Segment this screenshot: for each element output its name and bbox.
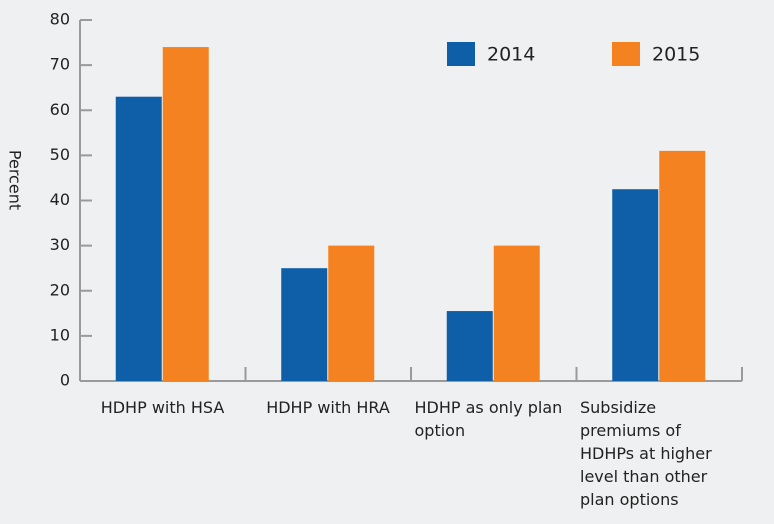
bar (281, 268, 328, 381)
y-tick-label: 20 (50, 280, 70, 299)
bar (446, 311, 493, 381)
category-label-box: HDHP as only plan option (411, 396, 576, 442)
category-label-box: HDHP with HRA (246, 396, 411, 419)
bar (493, 245, 540, 381)
y-tick-label: 70 (50, 55, 70, 74)
bar (659, 150, 706, 381)
legend-label: 2014 (487, 44, 535, 66)
y-tick-label: 80 (50, 10, 70, 29)
x-tick-label: HDHP with HSA (100, 398, 225, 417)
y-tick-label: 60 (50, 100, 70, 119)
legend-label: 2015 (652, 44, 700, 66)
x-tick-label: Subsidize premiums of HDHPs at higher le… (580, 398, 712, 509)
y-tick-label: 50 (50, 145, 70, 164)
category-label-box: HDHP with HSA (80, 396, 245, 419)
category-label-box: Subsidize premiums of HDHPs at higher le… (577, 396, 742, 511)
y-tick-label: 10 (50, 325, 70, 344)
legend-swatch (612, 42, 640, 66)
bar (162, 47, 209, 381)
bar (612, 189, 659, 381)
y-tick-label: 40 (50, 190, 70, 209)
legend-swatch (447, 42, 475, 66)
y-tick-label: 0 (60, 371, 70, 390)
bar (328, 245, 375, 381)
x-tick-label: HDHP with HRA (266, 398, 390, 417)
x-tick-label: HDHP as only plan option (414, 398, 563, 440)
y-axis-label: Percent (6, 150, 25, 210)
bar (115, 96, 162, 382)
y-tick-label: 30 (50, 235, 70, 254)
